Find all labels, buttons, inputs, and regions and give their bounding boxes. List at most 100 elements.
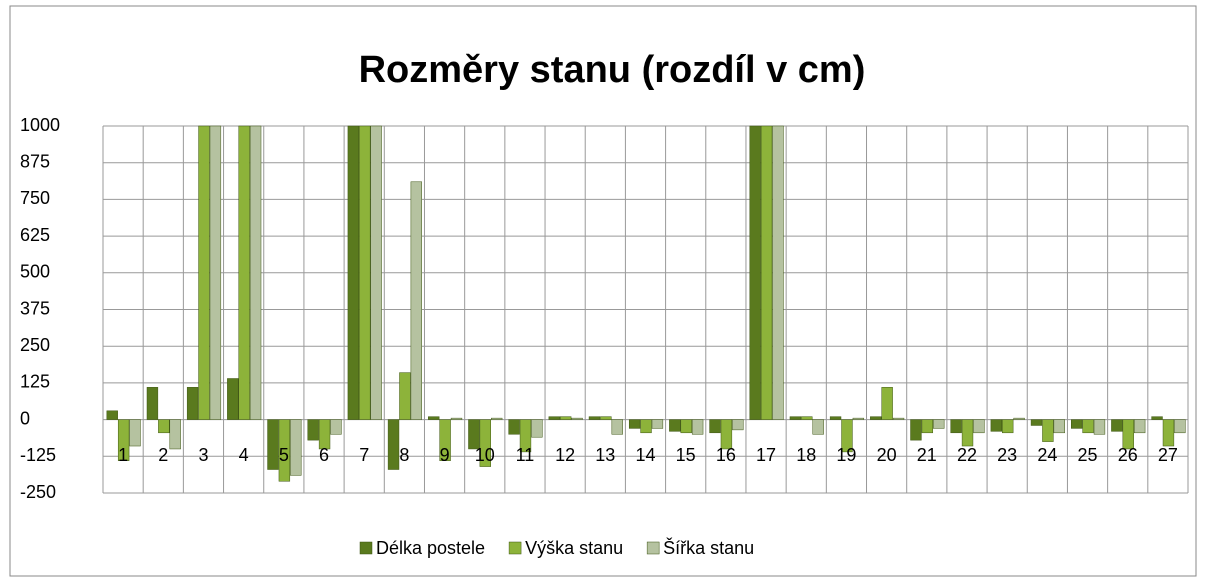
legend-swatch	[508, 541, 522, 555]
bar	[1111, 419, 1123, 432]
x-tick-label: 18	[796, 445, 816, 465]
bar	[588, 416, 601, 420]
x-tick-label: 21	[917, 445, 937, 465]
bar	[491, 417, 503, 420]
bar	[278, 419, 291, 482]
bar	[531, 419, 543, 438]
bar	[611, 419, 623, 435]
bar	[973, 419, 985, 434]
x-tick-label: 26	[1118, 445, 1138, 465]
bar	[680, 419, 692, 434]
x-tick-label: 12	[555, 445, 575, 465]
bar	[186, 387, 199, 420]
bar	[169, 419, 181, 450]
bar	[732, 419, 744, 431]
bar	[812, 419, 824, 435]
x-tick-label: 27	[1158, 445, 1178, 465]
bar	[628, 419, 641, 429]
bar	[709, 419, 721, 434]
bar	[910, 419, 922, 441]
bar	[318, 419, 331, 450]
legend-label: Výška stanu	[525, 538, 623, 558]
x-tick-label: 10	[475, 445, 495, 465]
bar	[198, 125, 210, 420]
bar	[479, 419, 491, 467]
bar	[1162, 419, 1175, 447]
x-tick-label: 20	[877, 445, 897, 465]
bar	[1122, 419, 1134, 450]
x-tick-label: 11	[516, 445, 535, 465]
y-tick-label: -250	[20, 482, 56, 502]
bar	[600, 416, 612, 420]
bar	[450, 417, 463, 420]
x-tick-label: 25	[1078, 445, 1098, 465]
bar	[146, 387, 159, 420]
bar	[1174, 419, 1186, 434]
bar	[238, 125, 250, 420]
bar	[691, 419, 704, 435]
x-tick-label: 22	[957, 445, 977, 465]
bar	[841, 419, 853, 453]
y-tick-label: 500	[20, 262, 50, 282]
bar	[548, 416, 560, 420]
bar	[508, 419, 520, 435]
x-tick-label: 23	[997, 445, 1017, 465]
x-tick-label: 2	[158, 445, 168, 465]
bar	[1082, 419, 1094, 434]
x-tick-label: 19	[836, 445, 856, 465]
bar	[249, 125, 262, 420]
bar	[881, 387, 893, 420]
bar	[801, 416, 813, 420]
bar	[933, 419, 945, 429]
bar	[428, 416, 440, 420]
bar	[720, 419, 733, 450]
bar	[1071, 419, 1083, 429]
bar	[1042, 419, 1054, 442]
bar	[950, 419, 962, 434]
x-tick-label: 6	[319, 445, 329, 465]
x-tick-label: 9	[440, 445, 450, 465]
bar	[1151, 416, 1163, 420]
x-tick-label: 3	[198, 445, 208, 465]
bar	[106, 410, 118, 420]
bar	[892, 417, 905, 420]
bar	[347, 125, 360, 420]
bar	[399, 372, 411, 420]
bar	[559, 416, 572, 420]
x-tick-label: 1	[118, 445, 128, 465]
bar	[1002, 419, 1014, 434]
y-tick-label: 625	[20, 225, 50, 245]
bar	[870, 416, 882, 420]
x-tick-label: 13	[595, 445, 615, 465]
bar	[921, 419, 934, 434]
y-tick-label: 0	[20, 408, 30, 428]
bar	[640, 419, 652, 434]
y-tick-label: 875	[20, 151, 50, 171]
bar	[290, 419, 302, 476]
legend-label: Délka postele	[376, 538, 485, 558]
x-tick-label: 4	[239, 445, 249, 465]
bar	[1030, 419, 1043, 426]
x-tick-label: 24	[1037, 445, 1057, 465]
x-tick-label: 7	[359, 445, 369, 465]
bar	[829, 416, 842, 420]
y-tick-label: 250	[20, 335, 50, 355]
bar	[359, 125, 371, 420]
chart-title: Rozměry stanu (rozdíl v cm)	[359, 49, 866, 91]
y-tick-label: 750	[20, 188, 50, 208]
bar	[410, 181, 422, 420]
x-tick-label: 14	[635, 445, 655, 465]
bar	[571, 417, 583, 420]
bar	[990, 419, 1002, 432]
bar	[1133, 419, 1146, 434]
bar	[439, 419, 451, 461]
bar	[370, 125, 382, 420]
bar	[519, 419, 532, 453]
x-tick-label: 5	[279, 445, 289, 465]
bar	[1053, 419, 1065, 434]
bar	[468, 419, 480, 450]
bar	[749, 125, 761, 420]
bar	[267, 419, 279, 470]
bar	[330, 419, 342, 435]
